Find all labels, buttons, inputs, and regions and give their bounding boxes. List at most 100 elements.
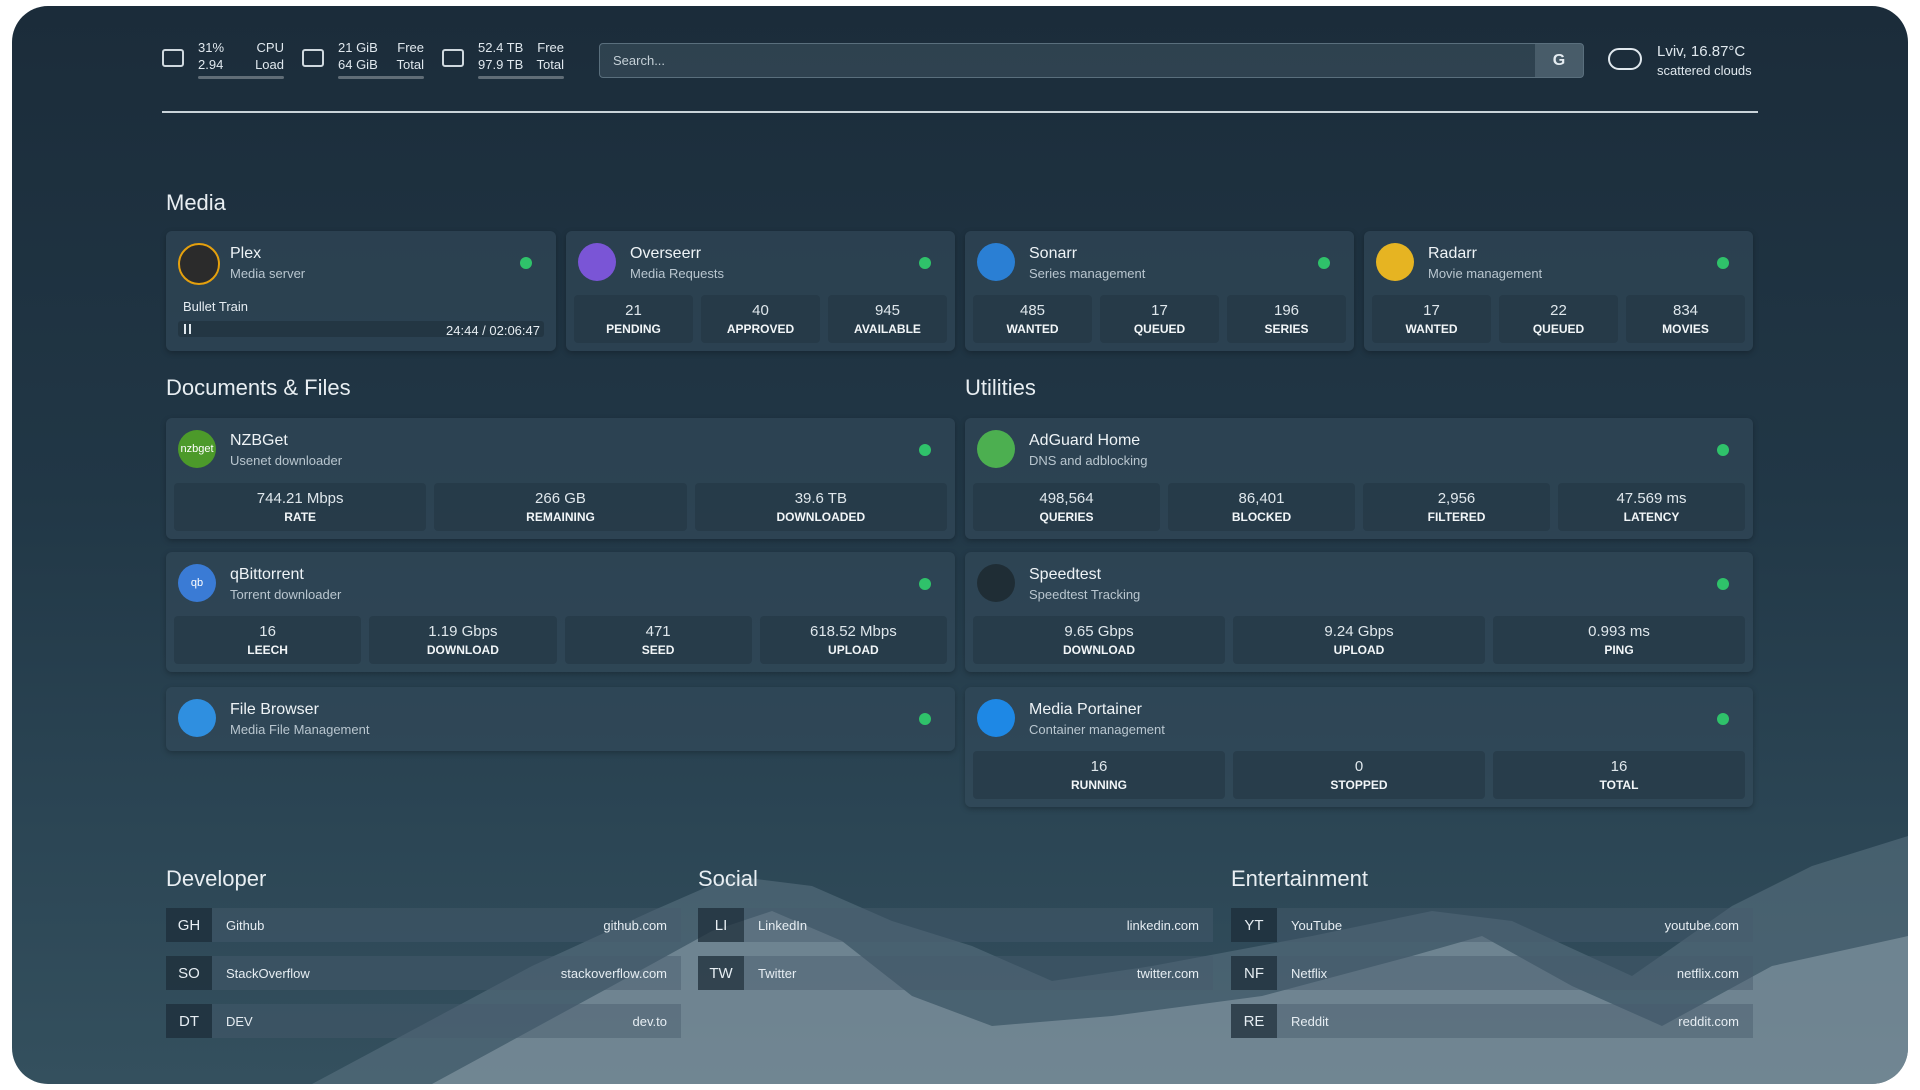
stat-value: 2.94	[198, 57, 224, 72]
service-card[interactable]: Plex Media server Bullet Train 24:44 / 02:0…	[166, 231, 556, 351]
service-name: AdGuard Home	[1029, 432, 1141, 449]
stat-label: RUNNING	[1071, 778, 1127, 792]
stat-label: Load	[255, 57, 284, 72]
stat-label: REMAINING	[526, 510, 595, 524]
section-title: Documents & Files	[166, 375, 351, 400]
stat-value: 196	[1273, 302, 1300, 319]
service-card[interactable]: File Browser Media File Management	[166, 687, 955, 751]
background	[12, 6, 1908, 1084]
bookmark[interactable]: YT YouTube youtube.com	[1231, 908, 1753, 942]
bookmark[interactable]: RE Reddit reddit.com	[1231, 1004, 1753, 1038]
bookmark[interactable]: SO StackOverflow stackoverflow.com	[166, 956, 681, 990]
service-card[interactable]: qb qBittorrent Torrent downloader 16 LEECH 1.…	[166, 552, 955, 672]
service-name: qBittorrent	[230, 566, 304, 583]
service-description: Usenet downloader	[230, 453, 343, 468]
service-description: Media Requests	[630, 266, 724, 281]
status-dot	[919, 444, 931, 456]
section-title: Utilities	[965, 375, 1036, 400]
bookmark-group-title: Developer	[166, 866, 267, 891]
search-button[interactable]: G	[1535, 44, 1583, 77]
bookmark-url: twitter.com	[1136, 965, 1199, 981]
stat-value: 17	[1423, 302, 1440, 319]
search-box[interactable]: Search... G	[599, 43, 1584, 78]
progress-track	[178, 321, 544, 337]
weather-condition: scattered clouds	[1657, 63, 1752, 78]
service-card[interactable]: Media Portainer Container management 16 RUN…	[965, 687, 1753, 807]
stat-label: SERIES	[1264, 322, 1309, 336]
stat-value: 485	[1019, 302, 1046, 319]
service-icon: qb	[178, 564, 216, 602]
service-icon	[578, 243, 616, 281]
stat-value: 17	[1151, 302, 1168, 319]
stat-label: DOWNLOADED	[776, 510, 866, 524]
stat-block: 0.993 ms PING	[1493, 616, 1745, 664]
stat-value: 97.9 TB	[478, 57, 524, 72]
stat-block: 266 GB REMAINING	[434, 483, 687, 531]
stat-label: QUEUED	[1532, 322, 1585, 336]
stat-label: TOTAL	[1599, 778, 1639, 792]
stat-label: APPROVED	[726, 322, 795, 336]
stat-label: STOPPED	[1330, 778, 1388, 792]
stat-value: 16	[259, 623, 276, 640]
stat-block: 9.65 Gbps DOWNLOAD	[973, 616, 1225, 664]
service-icon	[1376, 243, 1414, 281]
service-card[interactable]: Radarr Movie management 17 WANTED 22 QUEUED 83…	[1364, 231, 1753, 351]
bookmark[interactable]: NF Netflix netflix.com	[1231, 956, 1753, 990]
stat-label: RATE	[284, 510, 317, 524]
stat-label: UPLOAD	[828, 643, 879, 657]
service-description: Media server	[230, 266, 306, 281]
service-description: Movie management	[1428, 266, 1543, 281]
mountains	[312, 836, 1908, 1084]
bookmark-url: netflix.com	[1676, 965, 1739, 981]
service-card[interactable]: nzbget NZBGet Usenet downloader 744.21 Mbps…	[166, 418, 955, 539]
stat-block: 16 TOTAL	[1493, 751, 1745, 799]
bookmark[interactable]: LI LinkedIn linkedin.com	[698, 908, 1213, 942]
bookmark-url: github.com	[603, 917, 667, 933]
stat-value: 21 GiB	[338, 40, 378, 55]
service-card[interactable]: Overseerr Media Requests 21 PENDING 40 APPROV…	[566, 231, 955, 351]
bookmark-abbr: GH	[166, 908, 212, 942]
stat-value: 31%	[198, 40, 225, 55]
bookmark-body: Reddit reddit.com	[1277, 1004, 1753, 1038]
stat-icon	[442, 49, 464, 67]
stat-label: CPU	[256, 40, 284, 55]
service-card[interactable]: Speedtest Speedtest Tracking 9.65 Gbps DOWN…	[965, 552, 1753, 672]
stat-label: PENDING	[606, 322, 661, 336]
bookmark-abbr: SO	[166, 956, 212, 990]
search-placeholder: Search...	[613, 53, 666, 68]
stat-value: 498,564	[1039, 490, 1094, 507]
bookmark[interactable]: GH Github github.com	[166, 908, 681, 942]
stats-row: 744.21 Mbps RATE 266 GB REMAINING 39.6 TB DOW…	[174, 483, 947, 531]
stat-block: 16 RUNNING	[973, 751, 1225, 799]
pause-icon	[184, 324, 191, 334]
service-card[interactable]: Sonarr Series management 485 WANTED 17 QUEUED…	[965, 231, 1354, 351]
service-icon: nzbget	[178, 430, 216, 468]
stat-label: FILTERED	[1427, 510, 1486, 524]
stats-row: 485 WANTED 17 QUEUED 196 SERIES	[973, 295, 1346, 343]
stat-block: 39.6 TB DOWNLOADED	[694, 483, 947, 531]
stat-label: AVAILABLE	[854, 322, 921, 336]
bookmark-name: Reddit	[1291, 1013, 1329, 1029]
bookmark[interactable]: DT DEV dev.to	[166, 1004, 681, 1038]
bookmark-body: Github github.com	[212, 908, 681, 942]
bookmark-name: StackOverflow	[226, 965, 310, 981]
stat-label: BLOCKED	[1231, 510, 1292, 524]
usage-bar	[478, 76, 564, 79]
service-icon	[178, 243, 220, 285]
status-dot	[520, 257, 532, 269]
stat-value: 618.52 Mbps	[810, 623, 897, 640]
bookmark-url: linkedin.com	[1126, 917, 1199, 933]
service-card[interactable]: AdGuard Home DNS and adblocking 498,564 QUE…	[965, 418, 1753, 539]
bookmark[interactable]: TW Twitter twitter.com	[698, 956, 1213, 990]
status-dot	[1717, 444, 1729, 456]
stats-row: 9.65 Gbps DOWNLOAD 9.24 Gbps UPLOAD 0.993 ms…	[973, 616, 1745, 664]
bookmark-body: Netflix netflix.com	[1277, 956, 1753, 990]
stat-value: 47.569 ms	[1616, 490, 1687, 507]
service-name: NZBGet	[230, 432, 288, 449]
stat-value: 471	[645, 623, 671, 640]
stat-block: 618.52 Mbps UPLOAD	[759, 616, 947, 664]
stat-label: Total	[396, 57, 424, 72]
bookmark-body: StackOverflow stackoverflow.com	[212, 956, 681, 990]
stat-value: 266 GB	[535, 490, 586, 507]
service-description: Speedtest Tracking	[1029, 587, 1141, 602]
